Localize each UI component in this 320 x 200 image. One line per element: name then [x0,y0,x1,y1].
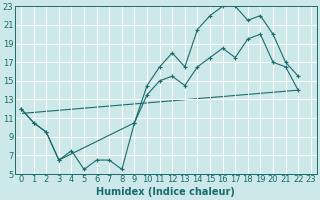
X-axis label: Humidex (Indice chaleur): Humidex (Indice chaleur) [97,187,236,197]
